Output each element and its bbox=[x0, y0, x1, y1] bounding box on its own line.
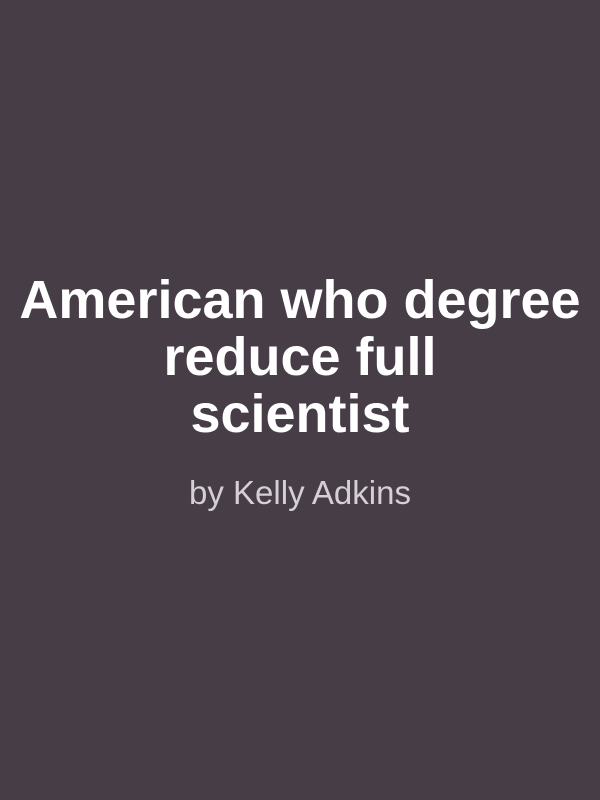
cover-title-line-1: American who degree bbox=[19, 270, 581, 330]
cover-title-line-2: reduce full bbox=[163, 327, 437, 387]
cover-title-line-3: scientist bbox=[190, 384, 410, 444]
cover-title: American who degree reduce full scientis… bbox=[0, 272, 600, 443]
cover-author: by Kelly Adkins bbox=[189, 474, 411, 511]
